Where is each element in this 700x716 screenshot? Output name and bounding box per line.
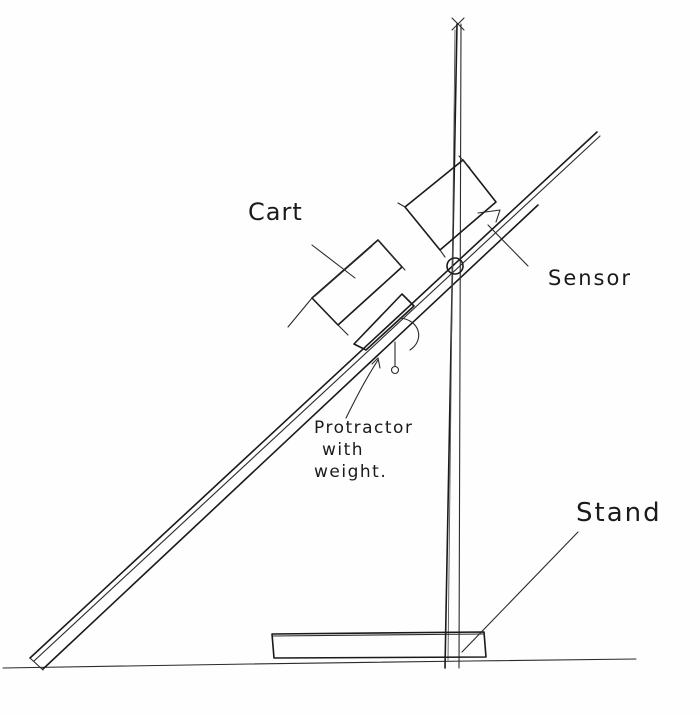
protractor-arrow [345, 357, 381, 419]
protractor-label-line-3: weight. [314, 462, 388, 482]
clamp-circle [446, 257, 464, 275]
incline-ramp [29, 131, 601, 671]
cart-leader [311, 244, 356, 279]
protractor-label-line-1: Protractor [314, 418, 414, 438]
cart [287, 239, 406, 336]
protractor-label: Protractor with weight. [314, 420, 413, 481]
protractor-label-line-2: with [322, 440, 365, 460]
sensor [397, 155, 501, 258]
sensor-label: Sensor [548, 266, 632, 290]
sensor-leader [487, 224, 529, 267]
stand-rod [444, 17, 465, 669]
cart-label: Cart [248, 198, 303, 226]
stand-base [271, 631, 487, 659]
stand-label: Stand [576, 498, 662, 528]
protractor [353, 293, 420, 375]
stand-leader [461, 531, 579, 653]
ground-line [2, 658, 637, 669]
